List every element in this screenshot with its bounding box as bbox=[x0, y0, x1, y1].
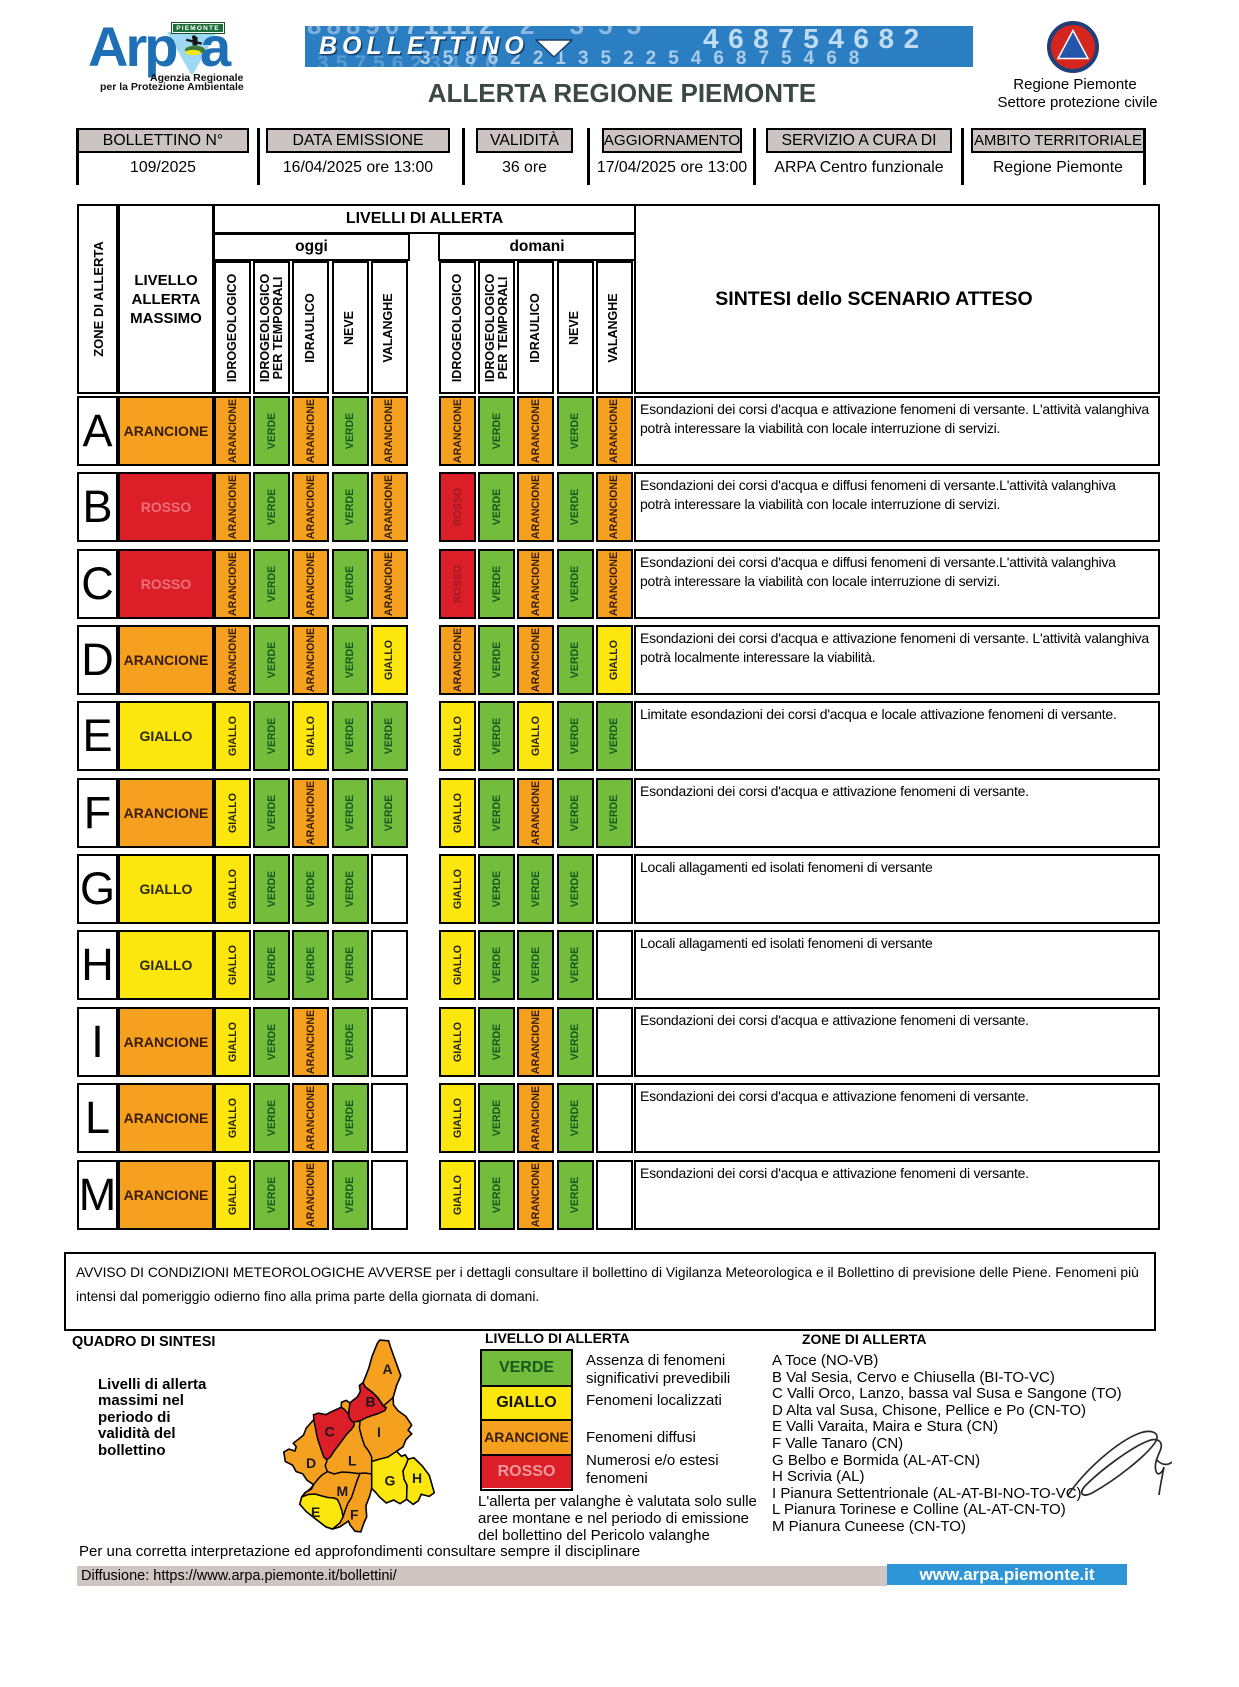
svg-text:B: B bbox=[366, 1394, 376, 1410]
svg-text:H: H bbox=[412, 1470, 422, 1486]
svg-text:D: D bbox=[306, 1455, 316, 1471]
svg-text:C: C bbox=[325, 1424, 335, 1440]
svg-text:F: F bbox=[350, 1507, 359, 1523]
svg-text:A: A bbox=[383, 1361, 393, 1377]
svg-text:I: I bbox=[377, 1424, 381, 1440]
svg-text:L: L bbox=[348, 1453, 357, 1469]
svg-text:E: E bbox=[311, 1504, 320, 1520]
svg-text:M: M bbox=[337, 1483, 349, 1499]
svg-text:G: G bbox=[385, 1473, 396, 1489]
